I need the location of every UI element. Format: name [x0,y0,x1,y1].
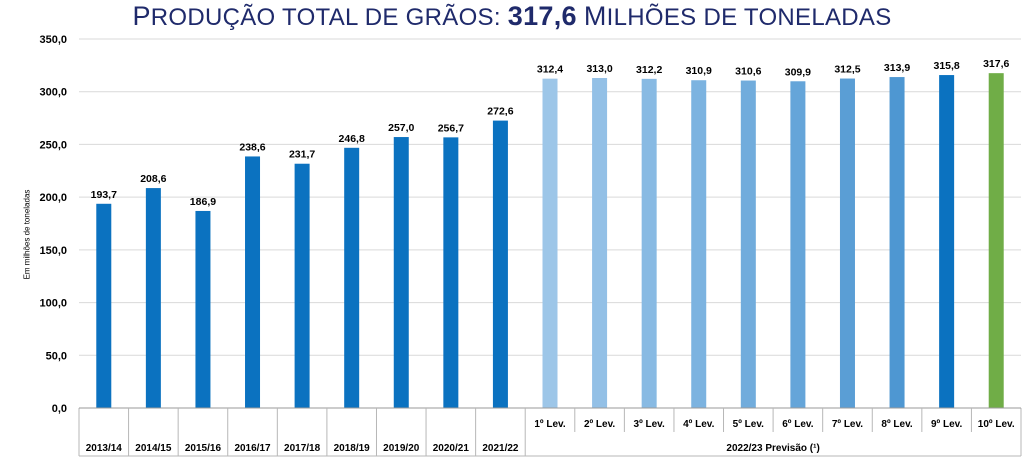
data-label: 310,6 [735,66,761,78]
title-text: RODUÇÃO TOTAL DE GRÃOS: [150,4,501,31]
data-label: 256,7 [438,122,464,134]
bar [96,203,112,408]
x-category-label: 9º Lev. [931,419,962,430]
bar [344,147,360,408]
bar [641,78,657,409]
data-label: 313,9 [884,62,910,74]
x-category-label: 2016/17 [234,443,271,454]
x-category-label: 2º Lev. [584,419,615,430]
y-tick-label: 350,0 [39,34,67,46]
x-category-label: 1º Lev. [534,419,565,430]
chart-title: PRODUÇÃO TOTAL DE GRÃOS: 317,6 MILHÕES D… [0,0,1024,34]
y-tick-label: 250,0 [39,139,67,151]
title-initial: P [132,1,151,31]
bar [988,73,1004,408]
bar [740,80,756,409]
forecast-group-label: 2022/23 Previsão (¹) [726,443,819,454]
data-label: 310,9 [686,65,712,77]
x-category-label: 8º Lev. [881,419,912,430]
bar [245,156,261,408]
bar [492,120,508,408]
data-label: 313,0 [586,63,612,75]
data-label: 272,6 [487,106,513,118]
x-category-label: 2013/14 [86,443,123,454]
data-label: 238,6 [239,141,265,153]
bar [889,77,905,408]
x-category-label: 10º Lev. [978,419,1015,430]
bar [839,78,855,409]
y-tick-label: 200,0 [39,192,67,204]
x-category-label: 2017/18 [284,443,321,454]
data-label: 315,8 [933,60,959,72]
bar [294,163,310,408]
x-category-label: 2019/20 [383,443,420,454]
x-category-label: 2020/21 [433,443,470,454]
x-category-label: 4º Lev. [683,419,714,430]
data-label: 231,7 [289,149,315,161]
x-category-label: 2018/19 [334,443,371,454]
data-label: 208,6 [140,173,166,185]
data-label: 309,9 [785,66,811,78]
data-label: 193,7 [91,189,117,201]
bar [443,137,459,408]
data-label: 317,6 [983,58,1009,70]
bar [542,78,558,408]
x-category-label: 5º Lev. [733,419,764,430]
x-category-label: 7º Lev. [832,419,863,430]
x-category-label: 2015/16 [185,443,222,454]
x-category-label: 3º Lev. [634,419,665,430]
x-category-label: 6º Lev. [782,419,813,430]
title-unit: ILHÕES DE TONELADAS [606,4,892,31]
bar [939,75,955,408]
data-label: 312,2 [636,64,662,76]
title-unit-initial: M [583,1,607,31]
y-tick-label: 100,0 [39,298,67,310]
y-tick-label: 0,0 [52,403,67,415]
data-label: 312,4 [537,64,563,76]
data-label: 186,9 [190,196,216,208]
data-label: 257,0 [388,122,414,134]
bar [145,188,161,408]
bar [691,80,707,409]
y-tick-label: 300,0 [39,87,67,99]
bar [393,137,409,408]
y-tick-label: 150,0 [39,245,67,257]
x-category-label: 2021/22 [482,443,519,454]
bar [195,210,211,408]
bar [790,81,806,408]
x-category-label: 2014/15 [135,443,172,454]
bar [592,78,608,408]
y-tick-label: 50,0 [46,350,67,362]
title-value: 317,6 [507,1,577,31]
data-label: 246,8 [339,133,365,145]
data-label: 312,5 [834,64,860,76]
